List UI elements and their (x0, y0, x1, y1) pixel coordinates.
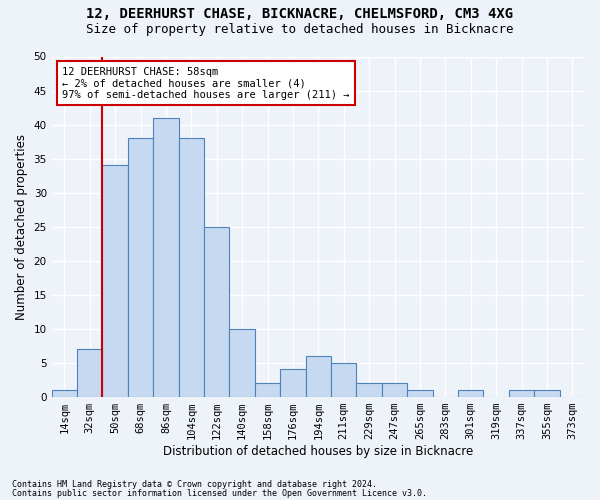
Bar (52, 390, 77, 396)
Bar (128, 138, 153, 396)
Bar (255, 383, 280, 396)
Bar (153, 118, 179, 396)
Y-axis label: Number of detached properties: Number of detached properties (15, 134, 28, 320)
Bar (509, 390, 534, 396)
Bar (356, 383, 382, 396)
Bar (280, 370, 305, 396)
Text: 12, DEERHURST CHASE, BICKNACRE, CHELMSFORD, CM3 4XG: 12, DEERHURST CHASE, BICKNACRE, CHELMSFO… (86, 8, 514, 22)
Bar (382, 383, 407, 396)
Text: Size of property relative to detached houses in Bicknacre: Size of property relative to detached ho… (86, 22, 514, 36)
Bar (204, 226, 229, 396)
Bar (331, 362, 356, 396)
Text: Contains public sector information licensed under the Open Government Licence v3: Contains public sector information licen… (12, 488, 427, 498)
Text: 12 DEERHURST CHASE: 58sqm
← 2% of detached houses are smaller (4)
97% of semi-de: 12 DEERHURST CHASE: 58sqm ← 2% of detach… (62, 66, 350, 100)
Bar (458, 390, 484, 396)
Bar (407, 390, 433, 396)
Bar (77, 349, 103, 397)
Bar (229, 328, 255, 396)
Bar (305, 356, 331, 397)
Bar (179, 138, 204, 396)
Bar (103, 166, 128, 396)
Text: Contains HM Land Registry data © Crown copyright and database right 2024.: Contains HM Land Registry data © Crown c… (12, 480, 377, 489)
X-axis label: Distribution of detached houses by size in Bicknacre: Distribution of detached houses by size … (163, 444, 473, 458)
Bar (534, 390, 560, 396)
